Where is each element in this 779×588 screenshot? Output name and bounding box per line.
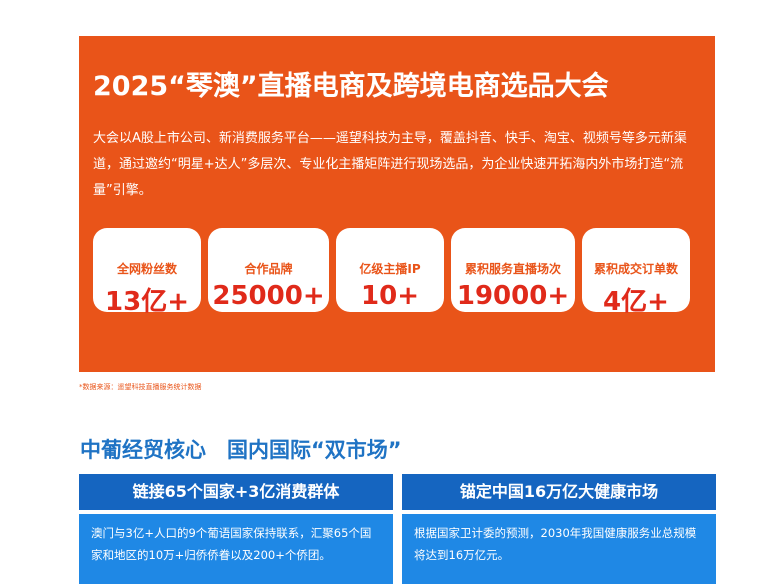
stat-card: 合作品牌 25000+: [208, 228, 329, 312]
stat-value: 13亿+: [105, 287, 189, 317]
stat-label: 全网粉丝数: [116, 262, 177, 276]
banner-title: 2025“琴澳”直播电商及跨境电商选品大会: [93, 71, 609, 102]
stat-value: 25000+: [212, 281, 325, 311]
card-heading: 链接65个国家+3亿消费群体: [79, 474, 393, 510]
stat-label: 累积服务直播场次: [464, 262, 561, 276]
source-note: *数据来源：遥望科技直播服务统计数据: [79, 383, 202, 391]
stat-card: 累积服务直播场次 19000+: [451, 228, 575, 312]
stat-value: 10+: [361, 281, 419, 311]
card-body: 根据国家卫计委的预测，2030年我国健康服务业总规模将达到16万亿元。: [402, 514, 716, 584]
stat-value: 4亿+: [603, 287, 669, 317]
card-heading: 锚定中国16万亿大健康市场: [402, 474, 716, 510]
card-body: 澳门与3亿+人口的9个葡语国家保持联系，汇聚65个国家和地区的10万+归侨侨眷以…: [79, 514, 393, 584]
section-title: 中葡经贸核心 国内国际“双市场”: [80, 438, 402, 462]
stat-card: 亿级主播IP 10+: [336, 228, 444, 312]
stat-value: 19000+: [456, 281, 570, 311]
banner-description: 大会以A股上市公司、新消费服务平台——遥望科技为主导，覆盖抖音、快手、淘宝、视频…: [93, 131, 687, 198]
info-card: 锚定中国16万亿大健康市场根据国家卫计委的预测，2030年我国健康服务业总规模将…: [402, 474, 716, 584]
stat-label: 累积成交订单数: [593, 262, 678, 276]
stat-label: 合作品牌: [244, 262, 293, 276]
stats: 全网粉丝数 13亿+ 合作品牌 25000+ 亿级主播IP 10+ 累积服务直播场次 1…: [93, 228, 690, 317]
stat-card: 累积成交订单数 4亿+: [582, 228, 690, 317]
stat-label: 亿级主播IP: [359, 262, 421, 276]
banner: 2025“琴澳”直播电商及跨境电商选品大会 大会以A股上市公司、新消费服务平台—…: [79, 36, 715, 372]
stat-card: 全网粉丝数 13亿+: [93, 228, 201, 317]
info-card: 链接65个国家+3亿消费群体澳门与3亿+人口的9个葡语国家保持联系，汇聚65个国…: [79, 474, 393, 584]
